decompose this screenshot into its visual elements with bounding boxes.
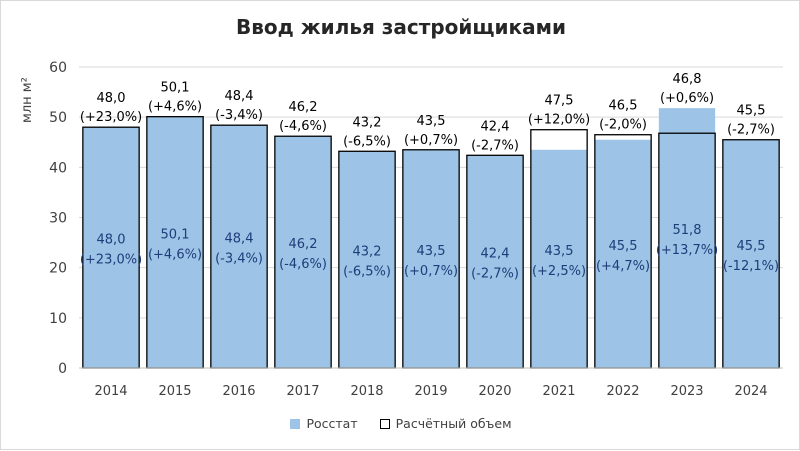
y-tick-label-40: 40 [49, 160, 67, 176]
bar-rosstat-2018 [338, 151, 396, 368]
change-label-estimated-2017: (-4,6%) [279, 119, 327, 134]
x-tick-label-2021: 2021 [542, 384, 575, 399]
x-tick-label-2019: 2019 [414, 384, 447, 399]
data-label-rosstat-2018: 43,2 [353, 245, 382, 260]
x-tick-label-2020: 2020 [478, 384, 511, 399]
data-label-rosstat-2015: 50,1 [161, 227, 190, 242]
y-tick-label-0: 0 [58, 361, 67, 377]
bar-rosstat-2019 [402, 149, 460, 368]
change-label-estimated-2018: (-6,5%) [343, 134, 391, 149]
change-label-rosstat-2016: (-3,4%) [215, 252, 263, 267]
bar-rosstat-2014 [82, 127, 140, 368]
data-label-estimated-2024: 45,5 [737, 104, 766, 119]
x-tick-label-2018: 2018 [350, 384, 383, 399]
bar-rosstat-2020 [466, 155, 524, 368]
change-label-rosstat-2018: (-6,5%) [343, 265, 391, 280]
y-tick-label-50: 50 [49, 110, 67, 126]
data-label-rosstat-2024: 45,5 [737, 239, 766, 254]
chart-legend: Росстат Расчётный объем [1, 416, 800, 431]
change-label-estimated-2021: (+12,0%) [528, 113, 590, 128]
bar-rosstat-2016 [210, 125, 268, 369]
data-label-estimated-2016: 48,4 [225, 89, 254, 104]
data-label-rosstat-2023: 51,8 [673, 223, 702, 238]
change-label-estimated-2020: (-2,7%) [471, 138, 519, 153]
legend-swatch-outline [379, 418, 390, 429]
x-tick-label-2015: 2015 [158, 384, 191, 399]
y-axis-label: млн м² [20, 77, 35, 123]
bar-rosstat-2021 [530, 149, 588, 368]
change-label-rosstat-2017: (-4,6%) [279, 257, 327, 272]
bar-rosstat-2023 [658, 108, 716, 369]
change-label-rosstat-2020: (-2,7%) [471, 267, 519, 282]
x-tick-label-2014: 2014 [94, 384, 127, 399]
change-label-estimated-2023: (+0,6%) [660, 91, 714, 106]
y-tick-label-10: 10 [49, 311, 67, 327]
legend-item-rosstat: Росстат [290, 416, 358, 431]
y-tick-label-20: 20 [49, 261, 67, 277]
change-label-estimated-2016: (-3,4%) [215, 108, 263, 123]
data-label-estimated-2022: 46,5 [609, 99, 638, 114]
change-label-rosstat-2014: (+23,0%) [80, 253, 142, 268]
change-label-rosstat-2022: (+4,7%) [596, 259, 650, 274]
data-label-estimated-2020: 42,4 [481, 119, 510, 134]
x-tick-label-2023: 2023 [670, 384, 703, 399]
data-label-estimated-2017: 46,2 [289, 100, 318, 115]
chart-title: Ввод жилья застройщиками [236, 15, 566, 39]
legend-label-estimated: Расчётный объем [395, 416, 512, 431]
x-tick-label-2024: 2024 [734, 384, 767, 399]
data-label-rosstat-2014: 48,0 [97, 233, 126, 248]
bar-rosstat-2022 [594, 139, 652, 368]
data-label-estimated-2021: 47,5 [545, 94, 574, 109]
data-label-rosstat-2017: 46,2 [289, 237, 318, 252]
change-label-estimated-2024: (-2,7%) [727, 123, 775, 138]
data-label-estimated-2018: 43,2 [353, 115, 382, 130]
bar-rosstat-2024 [722, 139, 780, 368]
y-tick-label-60: 60 [49, 60, 67, 76]
data-label-estimated-2019: 43,5 [417, 114, 446, 129]
change-label-estimated-2015: (+4,6%) [148, 100, 202, 115]
change-label-estimated-2019: (+0,7%) [404, 133, 458, 148]
data-label-rosstat-2020: 42,4 [481, 247, 510, 262]
data-label-estimated-2023: 46,8 [673, 72, 702, 87]
data-label-rosstat-2022: 45,5 [609, 239, 638, 254]
data-label-rosstat-2016: 48,4 [225, 232, 254, 247]
legend-label-rosstat: Росстат [306, 416, 358, 431]
x-tick-label-2016: 2016 [222, 384, 255, 399]
data-label-estimated-2014: 48,0 [97, 91, 126, 106]
change-label-rosstat-2021: (+2,5%) [532, 264, 586, 279]
legend-item-estimated: Расчётный объем [379, 416, 512, 431]
change-label-rosstat-2023: (+13,7%) [656, 243, 718, 258]
data-label-rosstat-2019: 43,5 [417, 244, 446, 259]
bar-rosstat-2017 [274, 136, 332, 368]
change-label-rosstat-2015: (+4,6%) [148, 247, 202, 262]
change-label-estimated-2014: (+23,0%) [80, 110, 142, 125]
data-label-estimated-2015: 50,1 [161, 81, 190, 96]
legend-swatch-filled [290, 418, 301, 429]
change-label-estimated-2022: (-2,0%) [599, 118, 647, 133]
bar-rosstat-2015 [146, 116, 204, 368]
change-label-rosstat-2019: (+0,7%) [404, 264, 458, 279]
y-tick-label-30: 30 [49, 211, 67, 227]
x-tick-label-2022: 2022 [606, 384, 639, 399]
data-label-rosstat-2021: 43,5 [545, 244, 574, 259]
x-tick-label-2017: 2017 [286, 384, 319, 399]
change-label-rosstat-2024: (-12,1%) [723, 259, 779, 274]
